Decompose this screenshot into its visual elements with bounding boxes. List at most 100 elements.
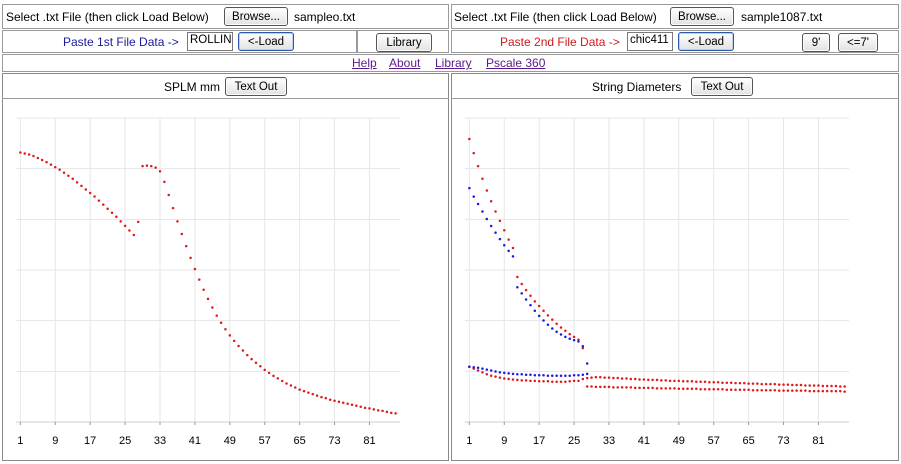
data-point [36,156,40,160]
about-link[interactable]: About [389,56,421,70]
data-point [537,380,541,383]
data-point [489,224,493,228]
browse-button-left[interactable]: Browse... [224,7,288,26]
data-point [607,376,611,379]
library-button[interactable]: Library [376,33,432,52]
data-point [542,373,545,377]
selected-file-name-left: sampleo.txt [294,10,356,24]
data-point [537,314,541,318]
data-point [80,184,83,188]
data-point [476,369,480,372]
data-point [777,389,781,392]
load-2nd-button[interactable]: <-Load [678,32,734,51]
data-point [655,378,659,382]
data-point [839,385,842,388]
data-point [507,372,510,375]
paste-2nd-label: Paste 2nd File Data -> [500,35,620,49]
x-tick-label: 65 [294,435,306,447]
browse-button-right[interactable]: Browse... [670,7,734,26]
data-point [843,390,846,393]
splm-chart: 1 9 17 25 33 41 49 57 65 73 81 [16,117,400,447]
data-point [533,309,537,312]
data-point [559,333,563,336]
splm-panel [2,73,449,461]
data-point [54,165,57,169]
data-point [136,220,140,224]
data-point [494,210,497,213]
data-point [533,373,537,377]
data-point [825,389,829,393]
data-point [84,188,88,191]
seven-foot-button[interactable]: <=7' [838,33,878,52]
data-point [716,388,720,391]
data-point [529,373,532,377]
data-point [551,318,554,321]
paste-left-cell [2,30,357,53]
data-point [585,376,589,380]
data-point [804,389,807,392]
x-tick-label: 33 [154,435,166,447]
help-link[interactable]: Help [352,56,377,70]
data-point [791,389,794,392]
data-point [839,389,842,393]
data-point [620,386,624,389]
library-link[interactable]: Library [435,56,472,70]
data-point [607,385,611,389]
data-point [625,377,628,380]
data-point [616,376,619,380]
data-point [712,388,715,391]
data-point [524,379,528,382]
data-point [285,382,288,385]
panel-header-divider-right [451,98,899,99]
nine-foot-button[interactable]: 9' [802,33,830,52]
data-point [520,373,523,376]
data-point [786,389,790,392]
data-point [817,389,820,393]
data-point [272,374,275,378]
x-tick-label: 73 [328,435,340,447]
data-point [834,389,838,393]
text-out-button-right[interactable]: Text Out [691,77,753,96]
data-point [769,388,772,392]
data-point [115,215,118,219]
data-point [468,186,471,190]
data-point [603,376,606,379]
data-point [494,375,497,378]
data-point [158,169,162,173]
x-tick-label: 81 [363,435,375,447]
file-select-prompt-left: Select .txt File (then click Load Below) [6,10,209,24]
data-point [546,323,550,326]
data-point [529,379,532,383]
data-point [516,378,519,382]
string-diameters-chart: 1 9 17 25 33 41 49 57 65 73 81 [465,117,849,447]
data-point [524,288,528,292]
paste-2nd-input[interactable]: chic411 [627,32,673,51]
data-point [145,164,149,167]
data-point [533,300,537,303]
data-point [568,332,571,336]
paste-1st-input[interactable]: ROLLIN [187,32,233,51]
pscale-link[interactable]: Pscale 360 [486,56,546,70]
data-point [559,374,563,377]
data-point [71,177,74,181]
data-point [176,220,179,223]
data-point [498,376,502,379]
data-point [350,403,354,407]
data-point [808,389,811,393]
data-point [468,365,471,369]
data-point [651,386,654,390]
data-point [537,304,541,308]
text-out-button-left[interactable]: Text Out [225,77,287,96]
load-1st-button[interactable]: <-Load [238,32,294,51]
data-point [516,275,519,279]
data-point [633,386,637,390]
data-point [40,158,44,162]
data-point [511,255,515,258]
data-point [703,388,707,391]
data-point [267,371,271,375]
data-point [616,386,619,389]
data-point [198,278,201,281]
data-point [67,174,70,178]
data-point [764,388,768,392]
data-point [206,297,210,301]
